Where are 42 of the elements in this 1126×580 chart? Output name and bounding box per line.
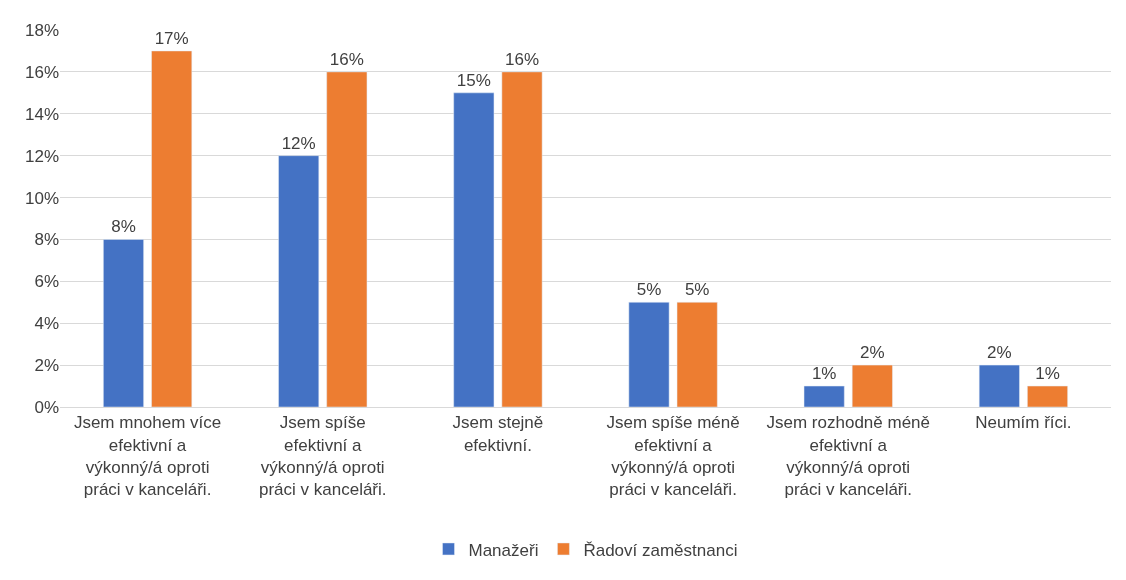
y-tick-label: 8% [34, 230, 59, 250]
x-tick-label: Jsem stejně efektivní. [452, 413, 544, 455]
bar [978, 364, 1020, 407]
x-tick-label: Jsem spíše méně efektivní a výkonný/á oproti práci v kanceláři. [606, 413, 740, 499]
x-tick-label: Jsem spíše efektivní a výkonný/á oproti práci v kanceláři. [258, 413, 387, 499]
bar [1027, 385, 1068, 407]
y-tick-label: 6% [34, 272, 59, 292]
data-label: 5% [684, 280, 710, 300]
data-label: 2% [987, 343, 1012, 363]
bar [501, 71, 543, 407]
data-label: 15% [456, 70, 491, 90]
bar [628, 302, 670, 407]
bar [278, 155, 320, 407]
bar [103, 239, 144, 407]
legend-label: Řadoví zaměstnanci [583, 540, 738, 560]
y-tick-label: 2% [34, 356, 59, 376]
y-tick-label: 0% [34, 397, 59, 417]
y-tick-label: 10% [24, 188, 59, 208]
bar [676, 302, 718, 407]
data-label: 1% [811, 364, 837, 384]
bar [851, 364, 893, 407]
data-label: 5% [636, 280, 662, 300]
x-tick-label: Jsem rozhodně méně efektivní a výkonný/á oproti práci v kanceláři. [766, 413, 930, 499]
legend-label: Manažeři [468, 540, 539, 560]
bar [151, 50, 193, 407]
data-label: 17% [154, 28, 189, 48]
data-label: 12% [281, 133, 316, 153]
y-tick-label: 4% [34, 314, 59, 334]
y-tick-label: 14% [24, 104, 59, 124]
y-tick-label: 16% [24, 62, 59, 82]
data-label: 16% [504, 49, 540, 69]
y-tick-label: 18% [24, 20, 59, 40]
data-label: 2% [860, 343, 885, 363]
bar [803, 385, 845, 407]
x-tick-label: Neumím říci. [975, 413, 1072, 433]
data-label: 1% [1035, 364, 1060, 384]
x-tick-label: Jsem mnohem více efektivní a výkonný/á oproti práci v kanceláři. [73, 413, 222, 499]
data-label: 16% [329, 49, 364, 69]
y-tick-label: 12% [24, 146, 59, 166]
data-label: 8% [111, 217, 136, 237]
bar [453, 92, 495, 407]
bar [326, 71, 368, 407]
